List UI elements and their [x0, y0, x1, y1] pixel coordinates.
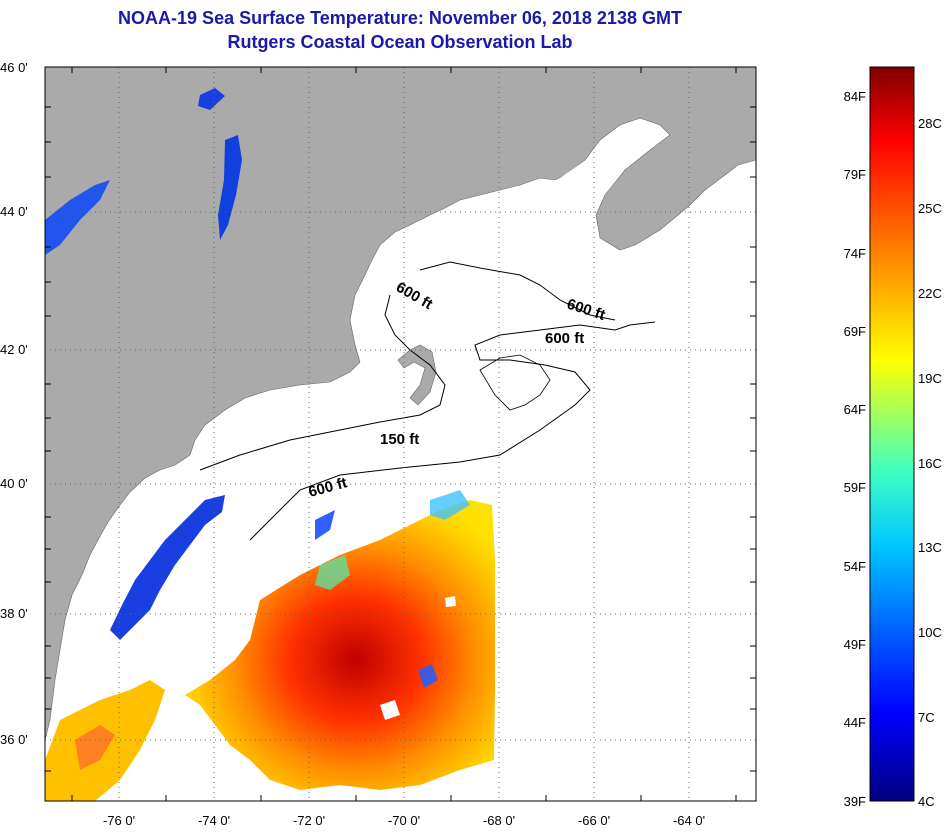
colorbar-f-label: 64F [844, 402, 866, 417]
gulf-stream-warm-water [185, 500, 495, 790]
lon-label: -66 0' [578, 813, 610, 828]
lon-label: -74 0' [198, 813, 230, 828]
colorbar-fahrenheit-labels: 84F 79F 74F 69F 64F 59F 54F 49F 44F 39F [844, 89, 866, 809]
colorbar-f-label: 54F [844, 559, 866, 574]
colorbar-c-label: 13C [918, 540, 942, 555]
colorbar-c-label: 22C [918, 286, 942, 301]
sst-cold-eddy [418, 664, 438, 688]
lat-label: 46 0' [0, 60, 28, 75]
lat-label: 40 0' [0, 476, 28, 491]
colorbar-c-label: 28C [918, 116, 942, 131]
map-subtitle: Rutgers Coastal Ocean Observation Lab [227, 32, 573, 52]
colorbar-c-label: 16C [918, 456, 942, 471]
map-frame [44, 66, 757, 802]
latitude-labels: 46 0' 44 0' 42 0' 40 0' 38 0' 36 0' [0, 60, 28, 747]
contour-150ft [199, 294, 446, 471]
frame-ticks [45, 67, 756, 801]
lat-label: 38 0' [0, 606, 28, 621]
map-title: NOAA-19 Sea Surface Temperature: Novembe… [118, 8, 682, 28]
colorbar-f-label: 84F [844, 89, 866, 104]
colorbar-c-label: 10C [918, 625, 942, 640]
colorbar-f-label: 44F [844, 715, 866, 730]
coastal-cold-water [110, 495, 225, 640]
colorbar-f-label: 69F [844, 324, 866, 339]
colorbar-c-label: 4C [918, 794, 935, 809]
lat-label: 42 0' [0, 342, 28, 357]
lat-label: 36 0' [0, 732, 28, 747]
lat-lon-grid [45, 67, 756, 801]
lake-champlain-sst [218, 135, 242, 240]
longitude-labels: -76 0' -74 0' -72 0' -70 0' -68 0' -66 0… [103, 813, 705, 828]
inland-lake-sst [198, 88, 225, 110]
georges-bank-contour [479, 354, 551, 411]
colorbar-f-label: 74F [844, 246, 866, 261]
land-mass [45, 67, 756, 741]
lake-ontario-sst [45, 180, 110, 255]
contour-600ft-gulf-maine [419, 261, 616, 321]
colorbar-f-label: 59F [844, 480, 866, 495]
lon-label: -68 0' [483, 813, 515, 828]
delaware-bay [128, 500, 142, 530]
contour-label: 150 ft [380, 431, 419, 448]
southern-warm-patch [75, 725, 115, 770]
colorbar-f-label: 49F [844, 637, 866, 652]
lon-label: -70 0' [388, 813, 420, 828]
colorbar-c-label: 25C [918, 201, 942, 216]
long-island-sound [200, 395, 360, 450]
chesapeake-bay [84, 520, 118, 660]
contour-label: 600 ft [545, 330, 584, 347]
cloud-gap [380, 700, 400, 720]
contour-600ft [249, 321, 656, 541]
cape-cod [397, 344, 437, 406]
colorbar-c-label: 19C [918, 371, 942, 386]
bay-of-fundy [560, 128, 660, 195]
lon-label: -76 0' [103, 813, 135, 828]
sst-fringe [430, 490, 470, 520]
cold-patch [315, 510, 335, 540]
colorbar-c-label: 7C [918, 710, 935, 725]
colorbar-celsius-labels: 28C 25C 22C 19C 16C 13C 10C 7C 4C [918, 116, 942, 809]
cloud-gap [445, 596, 456, 607]
temperature-colorbar [869, 66, 915, 802]
lon-label: -64 0' [673, 813, 705, 828]
lat-label: 44 0' [0, 204, 28, 219]
colorbar-f-label: 39F [844, 794, 866, 809]
sst-fringe [315, 555, 350, 590]
colorbar-f-label: 79F [844, 167, 866, 182]
lon-label: -72 0' [293, 813, 325, 828]
